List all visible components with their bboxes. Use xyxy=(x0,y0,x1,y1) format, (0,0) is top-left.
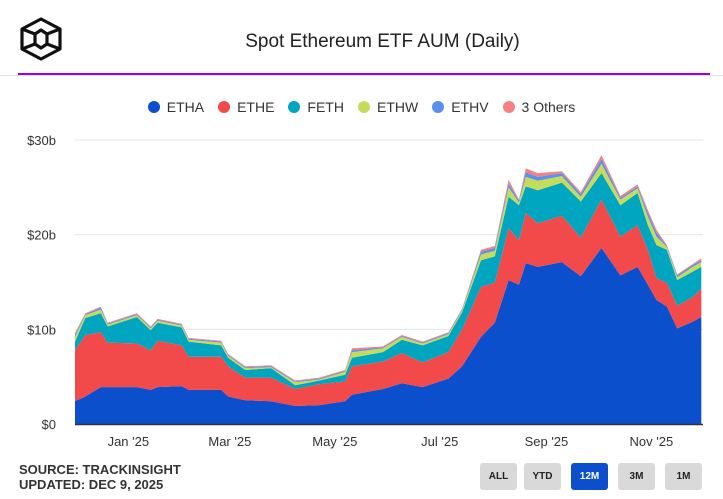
y-tick-label: $20b xyxy=(27,228,56,243)
legend-dot-icon xyxy=(432,101,445,113)
legend-dot-icon xyxy=(502,101,515,113)
legend-label: FETH xyxy=(307,99,344,115)
legend-label: ETHA xyxy=(166,99,205,115)
legend-item-ethv[interactable]: ETHV xyxy=(432,99,489,115)
legend-dot-icon xyxy=(357,101,370,113)
x-tick-label: Jul '25 xyxy=(421,434,458,449)
legend-label: 3 Others xyxy=(521,99,576,115)
legend-dot-icon xyxy=(218,101,231,113)
legend-dot-icon xyxy=(288,101,301,113)
title-divider xyxy=(18,73,710,75)
y-tick-label: $10b xyxy=(27,322,56,337)
area-etha xyxy=(75,247,702,424)
x-tick-label: Jan '25 xyxy=(108,434,150,449)
legend-item-ethw[interactable]: ETHW xyxy=(357,99,419,115)
range-button-3m[interactable]: 3M xyxy=(618,463,655,490)
legend-item-etha[interactable]: ETHA xyxy=(147,99,205,115)
cube-logo-icon xyxy=(20,17,62,61)
area-ethe xyxy=(75,199,702,406)
legend-label: ETHE xyxy=(237,99,275,115)
range-button-ytd[interactable]: YTD xyxy=(524,463,561,490)
x-tick-label: Mar '25 xyxy=(208,434,251,449)
legend-item-3-others[interactable]: 3 Others xyxy=(502,99,576,115)
updated-text: UPDATED: DEC 9, 2025 xyxy=(19,477,164,492)
range-button-1m[interactable]: 1M xyxy=(665,463,702,490)
legend-item-feth[interactable]: FETH xyxy=(288,99,344,115)
legend: ETHA ETHE FETH ETHW ETHV 3 Others xyxy=(0,99,723,115)
source-text: SOURCE: TRACKINSIGHT xyxy=(19,462,181,477)
chart-title: Spot Ethereum ETF AUM (Daily) xyxy=(245,31,520,52)
footer: SOURCE: TRACKINSIGHT UPDATED: DEC 9, 202… xyxy=(19,462,181,492)
legend-dot-icon xyxy=(147,101,160,113)
y-tick-label: $0 xyxy=(42,417,56,432)
range-button-all[interactable]: ALL xyxy=(480,463,517,490)
range-button-12m[interactable]: 12M xyxy=(571,463,608,490)
y-tick-label: $30b xyxy=(27,133,56,148)
x-tick-label: Sep '25 xyxy=(525,434,569,449)
legend-label: ETHV xyxy=(451,99,489,115)
x-tick-label: May '25 xyxy=(312,434,357,449)
legend-label: ETHW xyxy=(376,99,419,115)
legend-item-ethe[interactable]: ETHE xyxy=(218,99,274,115)
x-tick-label: Nov '25 xyxy=(630,434,674,449)
header-border xyxy=(0,75,723,76)
